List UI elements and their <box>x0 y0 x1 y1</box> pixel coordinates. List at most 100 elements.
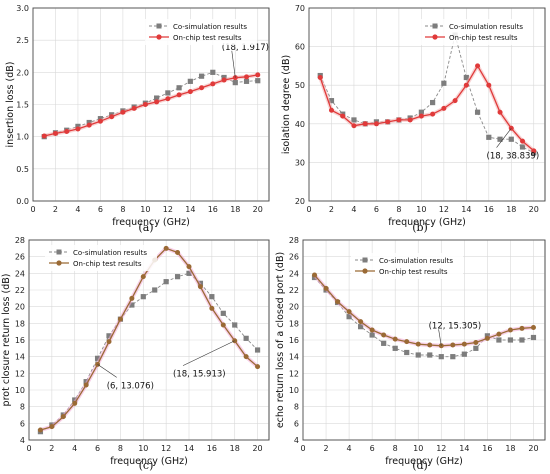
x-tick-label: 8 <box>120 205 125 214</box>
x-tick-label: 18 <box>230 205 240 214</box>
y-tick-label: 10 <box>15 386 25 395</box>
y-tick-label: 40 <box>295 120 305 129</box>
x-tick-label: 0 <box>300 444 305 453</box>
x-tick-label: 20 <box>529 205 539 214</box>
legend-box <box>145 19 257 45</box>
x-tick-label: 4 <box>75 205 80 214</box>
annotation-label: (18, 15.913) <box>173 370 226 380</box>
x-tick-label: 4 <box>347 444 352 453</box>
data-point-circle <box>450 342 456 348</box>
legend-box <box>351 253 463 279</box>
data-point-circle <box>530 325 536 330</box>
x-tick-label: 6 <box>374 205 379 214</box>
data-point-circle <box>64 129 70 135</box>
data-point-square <box>530 334 537 341</box>
data-point-circle <box>392 336 398 342</box>
x-tick-label: 10 <box>413 444 423 453</box>
data-point-square <box>404 349 410 356</box>
data-point-square <box>106 333 112 339</box>
data-point-square <box>415 352 421 358</box>
y-axis-label: echo return loss of a closed port (dB) <box>275 252 286 428</box>
data-point-square <box>220 310 226 316</box>
data-point-square <box>441 80 447 86</box>
plot-frame <box>28 239 270 441</box>
y-tick-label: 8 <box>20 403 25 412</box>
data-point-circle <box>441 105 447 111</box>
y-tick-label: 10 <box>289 386 299 395</box>
data-point-circle <box>154 99 160 105</box>
y-tick-label: 26 <box>15 253 25 262</box>
data-point-square <box>243 78 250 84</box>
y-tick-label: 26 <box>289 253 299 262</box>
data-point-circle <box>209 305 215 311</box>
data-point-circle <box>83 382 89 388</box>
annotation-pointer <box>231 50 236 78</box>
data-point-circle <box>519 325 525 331</box>
x-tick-label: 14 <box>185 205 195 214</box>
data-point-square <box>243 335 249 341</box>
legend-swatch-square <box>362 257 368 263</box>
x-tick-label: 2 <box>49 444 54 453</box>
data-point-circle <box>60 414 66 420</box>
x-tick-label: 18 <box>230 444 240 453</box>
data-point-square <box>497 136 503 142</box>
data-point-circle <box>362 121 368 127</box>
data-point-square <box>129 302 135 308</box>
data-point-circle <box>41 133 47 139</box>
annotation-pointer <box>182 340 235 366</box>
legend-swatch-square <box>156 23 162 29</box>
legend-box <box>45 245 157 271</box>
data-point-circle <box>473 340 479 345</box>
data-point-circle <box>244 74 250 80</box>
legend-entry-label: On-chip test results <box>449 34 518 42</box>
data-point-circle <box>86 122 92 128</box>
data-point-square <box>346 314 352 320</box>
legend-entry-label: Co-simulation results <box>73 249 147 257</box>
x-tick-label: 6 <box>95 444 100 453</box>
data-point-square <box>474 109 481 115</box>
legend-swatch-circle <box>432 34 438 40</box>
y-tick-label: 20 <box>295 197 305 206</box>
y-tick-label: 12 <box>15 369 25 378</box>
data-point-square <box>328 98 335 104</box>
annotation-label: (6, 13.076) <box>107 381 154 391</box>
x-tick-label: 0 <box>26 444 31 453</box>
x-tick-label: 2 <box>329 205 334 214</box>
y-tick-label: 6 <box>294 419 299 428</box>
data-point-circle <box>163 245 169 251</box>
plot-frame <box>302 239 546 441</box>
data-point-circle <box>328 107 334 113</box>
legend-swatch-circle <box>56 260 62 266</box>
data-point-square <box>463 74 469 81</box>
x-tick-label: 16 <box>484 205 494 214</box>
plot-frame <box>32 7 270 202</box>
panel-caption: (c) <box>139 459 154 472</box>
y-tick-label: 24 <box>15 269 25 278</box>
x-tick-label: 8 <box>396 205 401 214</box>
legend: Co-simulation results On-chip test result… <box>145 19 257 45</box>
data-point-circle <box>140 274 146 280</box>
data-point-square <box>351 117 357 123</box>
y-tick-label: 16 <box>289 336 299 345</box>
y-tick-label: 1.0 <box>16 133 29 142</box>
data-point-circle <box>497 109 503 115</box>
x-axis-label: frequency (GHz) <box>385 456 463 467</box>
x-axis-label: frequency (GHz) <box>110 456 188 467</box>
annotation-pointer <box>438 329 442 346</box>
data-point-circle <box>430 111 436 117</box>
data-point-circle <box>175 250 181 255</box>
data-point-square <box>86 119 92 126</box>
x-tick-label: 2 <box>324 444 329 453</box>
annotation-label: (18, 38.839) <box>487 152 540 162</box>
data-point-circle <box>373 121 379 127</box>
data-point-circle <box>243 354 249 360</box>
legend-entry-label: Co-simulation results <box>173 23 247 31</box>
chart-panel-a: 0.0 0.5 1.0 1.5 2.0 2.5 3.0 0 2 4 6 8 10 12 14 16 18 20 fr… <box>5 4 270 234</box>
y-tick-label: 2.5 <box>16 36 29 45</box>
y-tick-label: 22 <box>289 286 299 295</box>
y-tick-label: 4 <box>294 436 299 445</box>
legend-entry-label: On-chip test results <box>73 260 142 268</box>
x-tick-label: 12 <box>161 444 171 453</box>
